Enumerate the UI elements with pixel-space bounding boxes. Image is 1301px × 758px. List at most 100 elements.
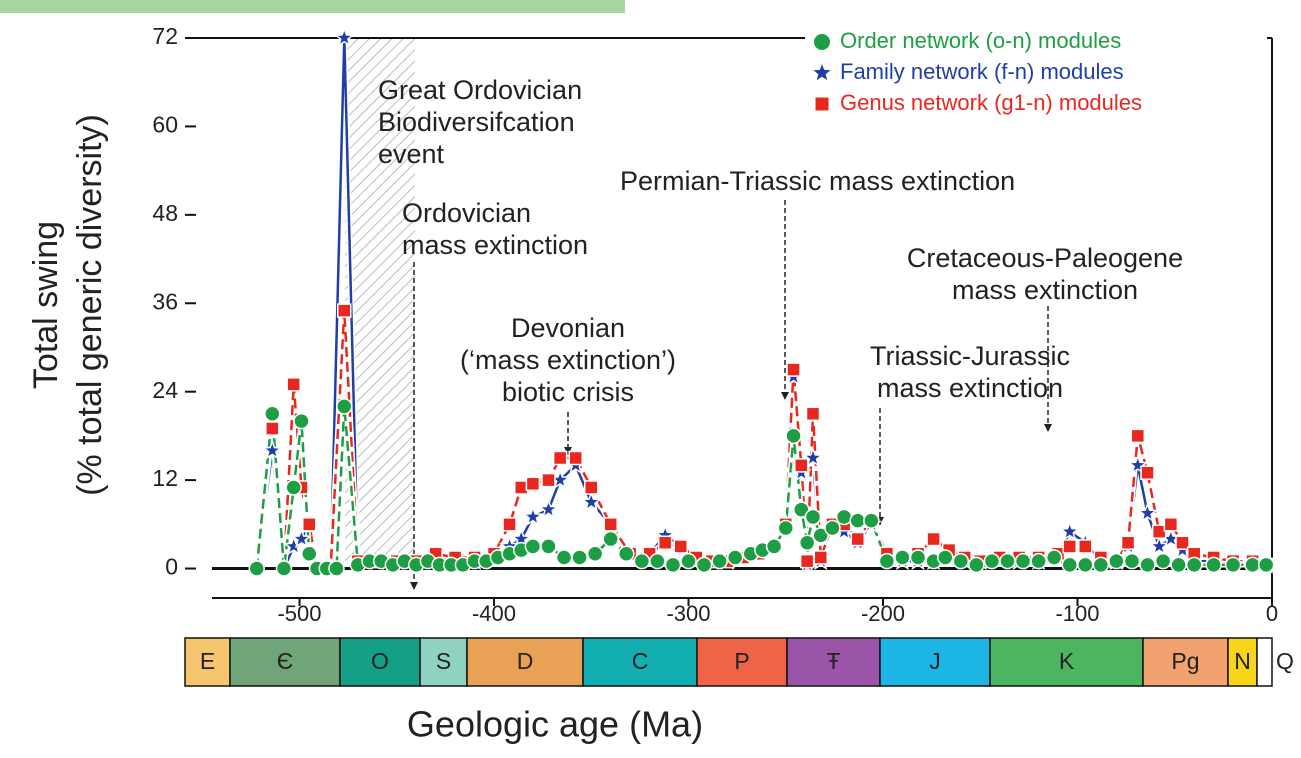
x-tick-label: -500 — [277, 601, 321, 626]
period-box — [184, 637, 231, 687]
marker — [552, 450, 568, 466]
period-label: D — [517, 648, 534, 674]
marker — [555, 549, 573, 566]
marker — [264, 405, 281, 423]
marker — [568, 450, 583, 466]
marker — [537, 498, 560, 519]
period-box — [1256, 637, 1273, 687]
marker — [824, 519, 841, 537]
legend-label: Genus network (g1-n) modules — [840, 90, 1142, 115]
marker — [805, 406, 821, 422]
period-label: N — [1234, 648, 1251, 674]
marker — [863, 512, 880, 529]
period-label: E — [200, 648, 215, 674]
x-tick-label: -200 — [861, 601, 905, 626]
marker — [584, 480, 599, 495]
period-label: Q — [1276, 648, 1294, 674]
y-axis-label: Total swing (% total generic diversity) — [27, 114, 109, 496]
period-label: Ŧ — [826, 648, 840, 674]
period-label: Є — [277, 648, 294, 674]
period-box — [786, 637, 881, 687]
x-tick-label: -300 — [666, 601, 710, 626]
x-tick-label: -100 — [1055, 601, 1099, 626]
marker — [618, 545, 635, 563]
period-box — [229, 637, 341, 687]
marker — [286, 377, 301, 392]
marker — [293, 412, 310, 430]
marker — [248, 560, 265, 577]
marker — [301, 517, 317, 532]
header-strip — [0, 0, 625, 13]
x-tick-label: -400 — [472, 601, 516, 626]
marker — [1061, 556, 1078, 574]
annotation-arrow — [1044, 424, 1052, 432]
y-axis-label-line: Total swing — [27, 221, 65, 389]
marker — [813, 550, 829, 565]
marker — [603, 517, 618, 532]
period-box — [696, 637, 788, 687]
marker — [849, 512, 866, 529]
marker — [1108, 552, 1125, 570]
marker — [909, 549, 927, 566]
period-box — [339, 637, 421, 687]
y-axis-label-line: (% total generic diversity) — [71, 114, 109, 496]
annotation: mass extinction — [402, 230, 588, 260]
marker — [1154, 552, 1172, 570]
period-box — [1227, 637, 1258, 687]
marker — [1163, 517, 1179, 532]
marker — [1139, 556, 1156, 574]
marker — [794, 458, 809, 473]
period-label: Pg — [1171, 648, 1199, 674]
y-tick-label: 0 — [165, 554, 178, 580]
marker — [275, 560, 293, 577]
marker — [1130, 428, 1146, 444]
marker — [541, 472, 556, 488]
marker — [1092, 556, 1110, 574]
marker — [680, 552, 697, 570]
legend: Order network (o-n) modules Family networ… — [805, 26, 1267, 120]
marker — [777, 519, 795, 537]
marker — [1175, 535, 1190, 550]
period-box — [582, 637, 698, 687]
annotation: event — [378, 139, 445, 169]
marker — [798, 534, 816, 551]
marker — [1170, 556, 1187, 574]
marker — [1078, 539, 1093, 554]
marker — [812, 527, 830, 544]
marker — [1136, 502, 1159, 523]
marker — [952, 552, 970, 570]
annotation: mass extinction — [877, 373, 1063, 403]
marker — [673, 539, 688, 554]
y-tick-label: 72 — [152, 23, 178, 49]
annotation-arrow — [564, 447, 572, 455]
marker — [793, 501, 810, 518]
annotation: Permian-Triassic mass extinction — [620, 166, 1015, 196]
marker — [333, 26, 355, 48]
marker — [336, 398, 353, 415]
marker — [802, 446, 824, 468]
marker — [765, 538, 783, 555]
period-label: O — [371, 648, 389, 674]
marker — [894, 549, 911, 566]
annotation: mass extinction — [952, 275, 1138, 305]
period-label: C — [632, 648, 649, 674]
x-axis-label: Geologic age (Ma) — [407, 704, 703, 745]
marker — [1045, 549, 1063, 566]
marker — [664, 556, 682, 574]
legend-label: Family network (f-n) modules — [840, 59, 1124, 84]
x-tick-label: 0 — [1266, 601, 1278, 626]
marker — [1185, 556, 1203, 574]
legend-marker — [814, 34, 830, 50]
period-label: J — [929, 648, 941, 674]
marker — [265, 421, 280, 436]
legend-box — [805, 26, 1267, 120]
marker — [300, 545, 318, 563]
marker — [1244, 556, 1261, 574]
marker — [1123, 552, 1141, 570]
legend-marker — [815, 97, 829, 111]
legend-label: Order network (o-n) modules — [840, 28, 1121, 53]
marker — [983, 552, 1001, 570]
marker — [1205, 556, 1222, 574]
marker — [602, 530, 619, 548]
